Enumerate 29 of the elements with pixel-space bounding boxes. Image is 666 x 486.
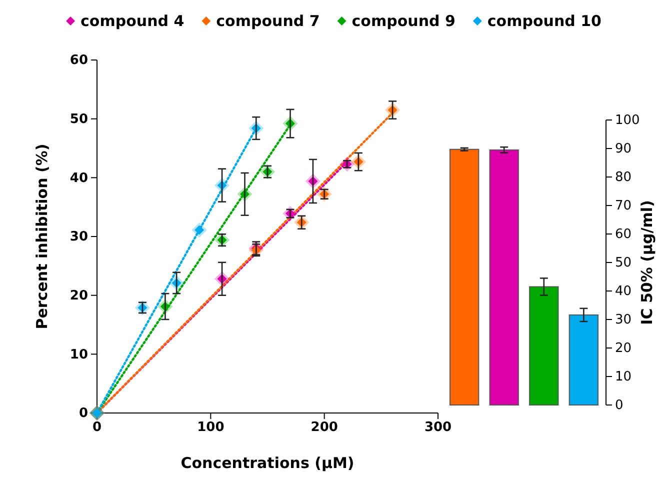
y-tick-label: 80 — [615, 170, 632, 186]
y-tick-label: 0 — [615, 398, 624, 414]
y-tick-label: 90 — [615, 142, 632, 157]
legend-label: compound 4 — [80, 12, 184, 30]
y-tick-label: 20 — [615, 341, 632, 356]
legend-label: compound 9 — [352, 12, 456, 30]
x-tick-label: 200 — [310, 420, 338, 436]
y-tick-label: 10 — [615, 370, 632, 385]
x-tick-label: 100 — [197, 420, 224, 436]
y-tick-label: 100 — [615, 113, 640, 128]
legend-label: compound 10 — [487, 12, 602, 30]
y-tick-label: 30 — [615, 312, 632, 328]
x-axis-title: Concentrations (μM) — [180, 454, 354, 472]
y-tick-label: 20 — [70, 288, 88, 304]
y-tick-label: 50 — [615, 256, 632, 271]
y-tick-label: 70 — [615, 198, 632, 214]
y-axis-title: Percent inhibition (%) — [33, 144, 51, 330]
y-tick-label: 40 — [70, 170, 88, 186]
y-tick-label: 10 — [70, 347, 88, 362]
x-tick-label: 0 — [92, 420, 102, 436]
y-tick-label: 60 — [615, 227, 632, 242]
y-tick-label: 50 — [70, 112, 88, 127]
y-tick-label: 0 — [78, 406, 88, 422]
y-tick-label: 30 — [70, 230, 88, 245]
y-axis-title: IC 50% (µg/ml) — [638, 200, 656, 325]
y-tick-label: 60 — [70, 53, 88, 68]
y-tick-label: 40 — [615, 284, 632, 300]
legend-label: compound 7 — [216, 12, 320, 30]
x-tick-label: 300 — [424, 420, 452, 436]
